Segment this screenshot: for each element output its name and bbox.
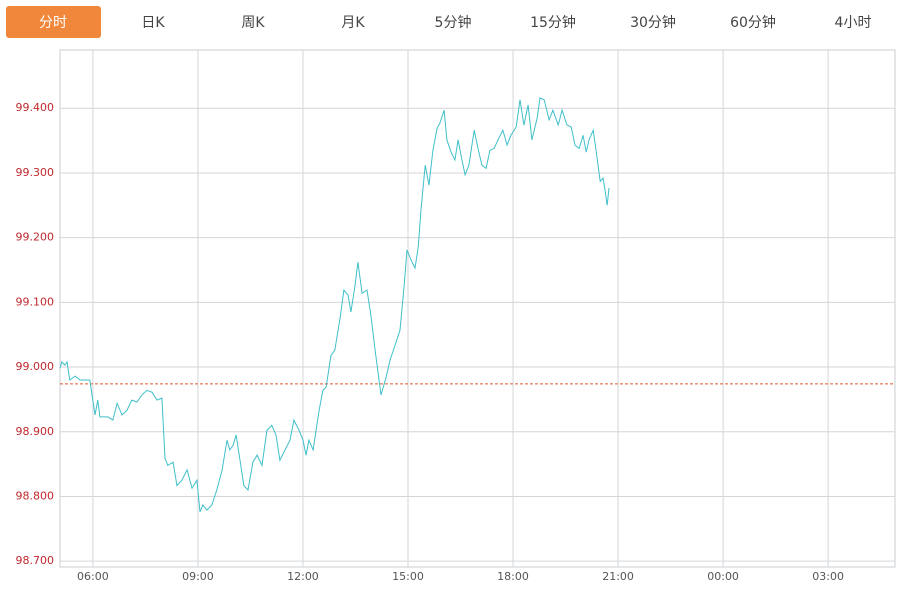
tab[interactable]: 4小时 (835, 15, 872, 31)
y-tick-label: 99.200 (16, 231, 55, 244)
tab[interactable]: 周K (241, 15, 265, 31)
x-tick-label: 09:00 (182, 570, 214, 583)
y-tick-label: 99.300 (16, 166, 55, 179)
y-tick-label: 98.800 (16, 489, 55, 502)
y-tick-label: 98.700 (16, 554, 55, 567)
x-tick-label: 18:00 (497, 570, 529, 583)
tab[interactable]: 15分钟 (530, 14, 576, 31)
tab[interactable]: 月K (341, 15, 365, 31)
x-tick-label: 00:00 (707, 570, 739, 583)
x-tick-label: 15:00 (392, 570, 424, 583)
tab[interactable]: 5分钟 (435, 14, 472, 31)
tab[interactable]: 日K (141, 15, 165, 31)
tab[interactable]: 60分钟 (730, 14, 776, 31)
x-tick-label: 12:00 (287, 570, 319, 583)
x-tick-label: 06:00 (77, 570, 109, 583)
x-tick-label: 21:00 (602, 570, 634, 583)
tab-active-bg (6, 6, 101, 38)
price-line (59, 97, 610, 513)
y-tick-label: 98.900 (16, 425, 55, 438)
y-tick-label: 99.100 (16, 295, 55, 308)
x-tick-label: 03:00 (812, 570, 844, 583)
y-tick-label: 99.000 (16, 360, 55, 373)
tab[interactable]: 分时 (39, 15, 67, 31)
tab[interactable]: 30分钟 (630, 14, 676, 31)
plot-frame (59, 49, 896, 568)
y-tick-label: 99.400 (16, 101, 55, 114)
